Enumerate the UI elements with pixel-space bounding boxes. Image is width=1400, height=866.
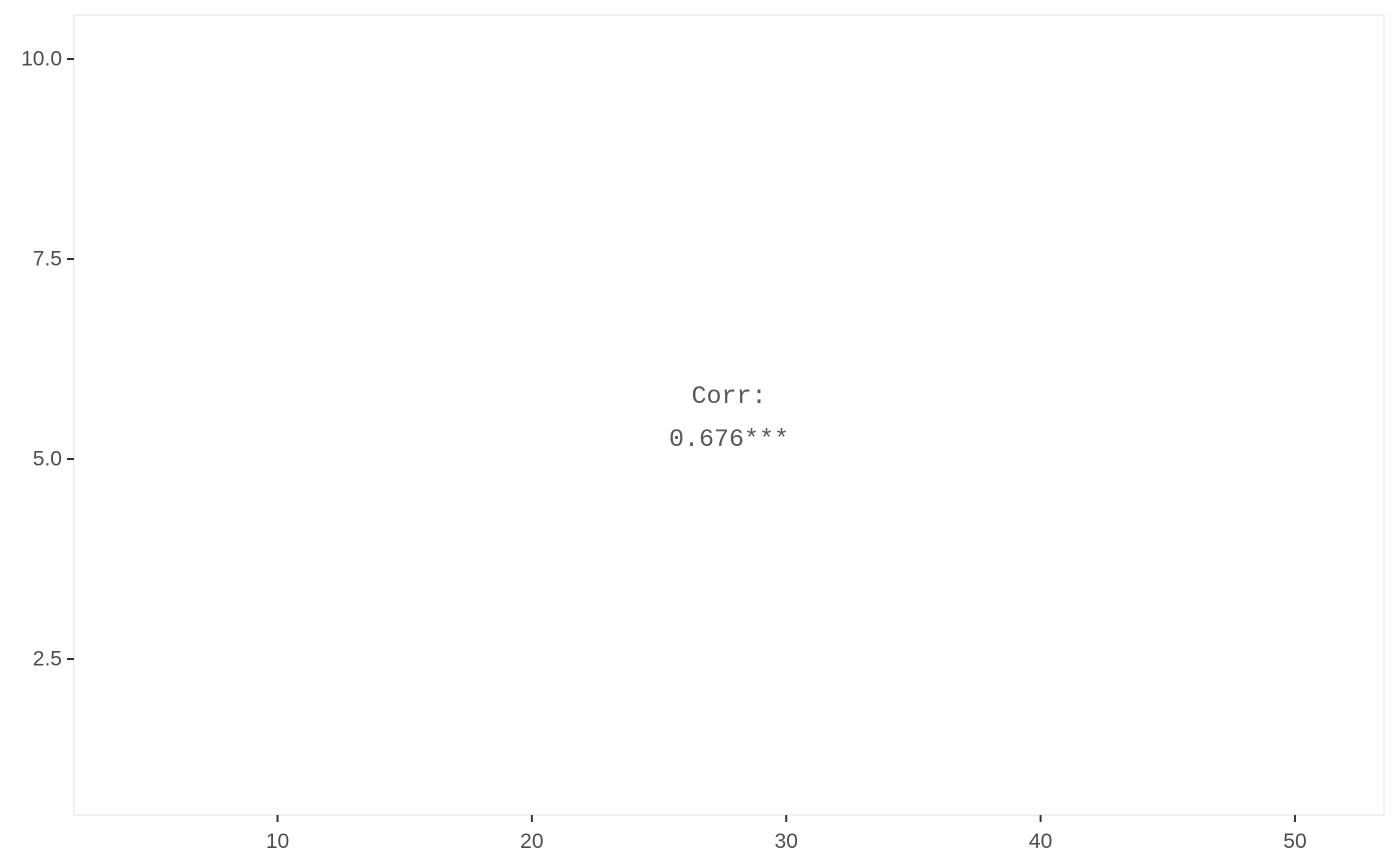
y-tick-label: 2.5 bbox=[33, 648, 62, 671]
x-tick-label: 10 bbox=[266, 830, 289, 853]
y-tick-label: 5.0 bbox=[33, 448, 62, 471]
y-axis: 2.5 5.0 7.5 10.0 bbox=[21, 48, 74, 671]
corr-label: Corr: bbox=[691, 382, 766, 411]
x-tick-label: 40 bbox=[1029, 830, 1052, 853]
x-tick-label: 50 bbox=[1283, 830, 1306, 853]
x-tick-label: 30 bbox=[775, 830, 798, 853]
plot-panel bbox=[73, 14, 1385, 816]
y-tick-label: 7.5 bbox=[33, 248, 62, 271]
x-axis: 10 20 30 40 50 bbox=[266, 815, 1307, 853]
y-tick-label: 10.0 bbox=[21, 48, 62, 71]
corr-value: 0.676*** bbox=[669, 425, 789, 454]
x-tick-label: 20 bbox=[520, 830, 543, 853]
